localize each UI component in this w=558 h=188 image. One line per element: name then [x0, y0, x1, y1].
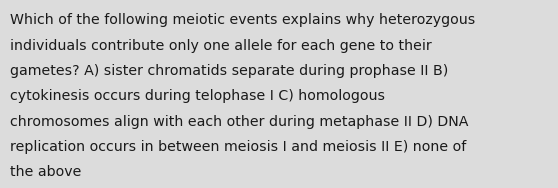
- Text: chromosomes align with each other during metaphase II D) DNA: chromosomes align with each other during…: [10, 115, 468, 129]
- Text: the above: the above: [10, 165, 81, 179]
- Text: cytokinesis occurs during telophase I C) homologous: cytokinesis occurs during telophase I C)…: [10, 89, 385, 103]
- Text: replication occurs in between meiosis I and meiosis II E) none of: replication occurs in between meiosis I …: [10, 140, 466, 154]
- Text: individuals contribute only one allele for each gene to their: individuals contribute only one allele f…: [10, 39, 432, 52]
- Text: gametes? A) sister chromatids separate during prophase II B): gametes? A) sister chromatids separate d…: [10, 64, 448, 78]
- Text: Which of the following meiotic events explains why heterozygous: Which of the following meiotic events ex…: [10, 13, 475, 27]
